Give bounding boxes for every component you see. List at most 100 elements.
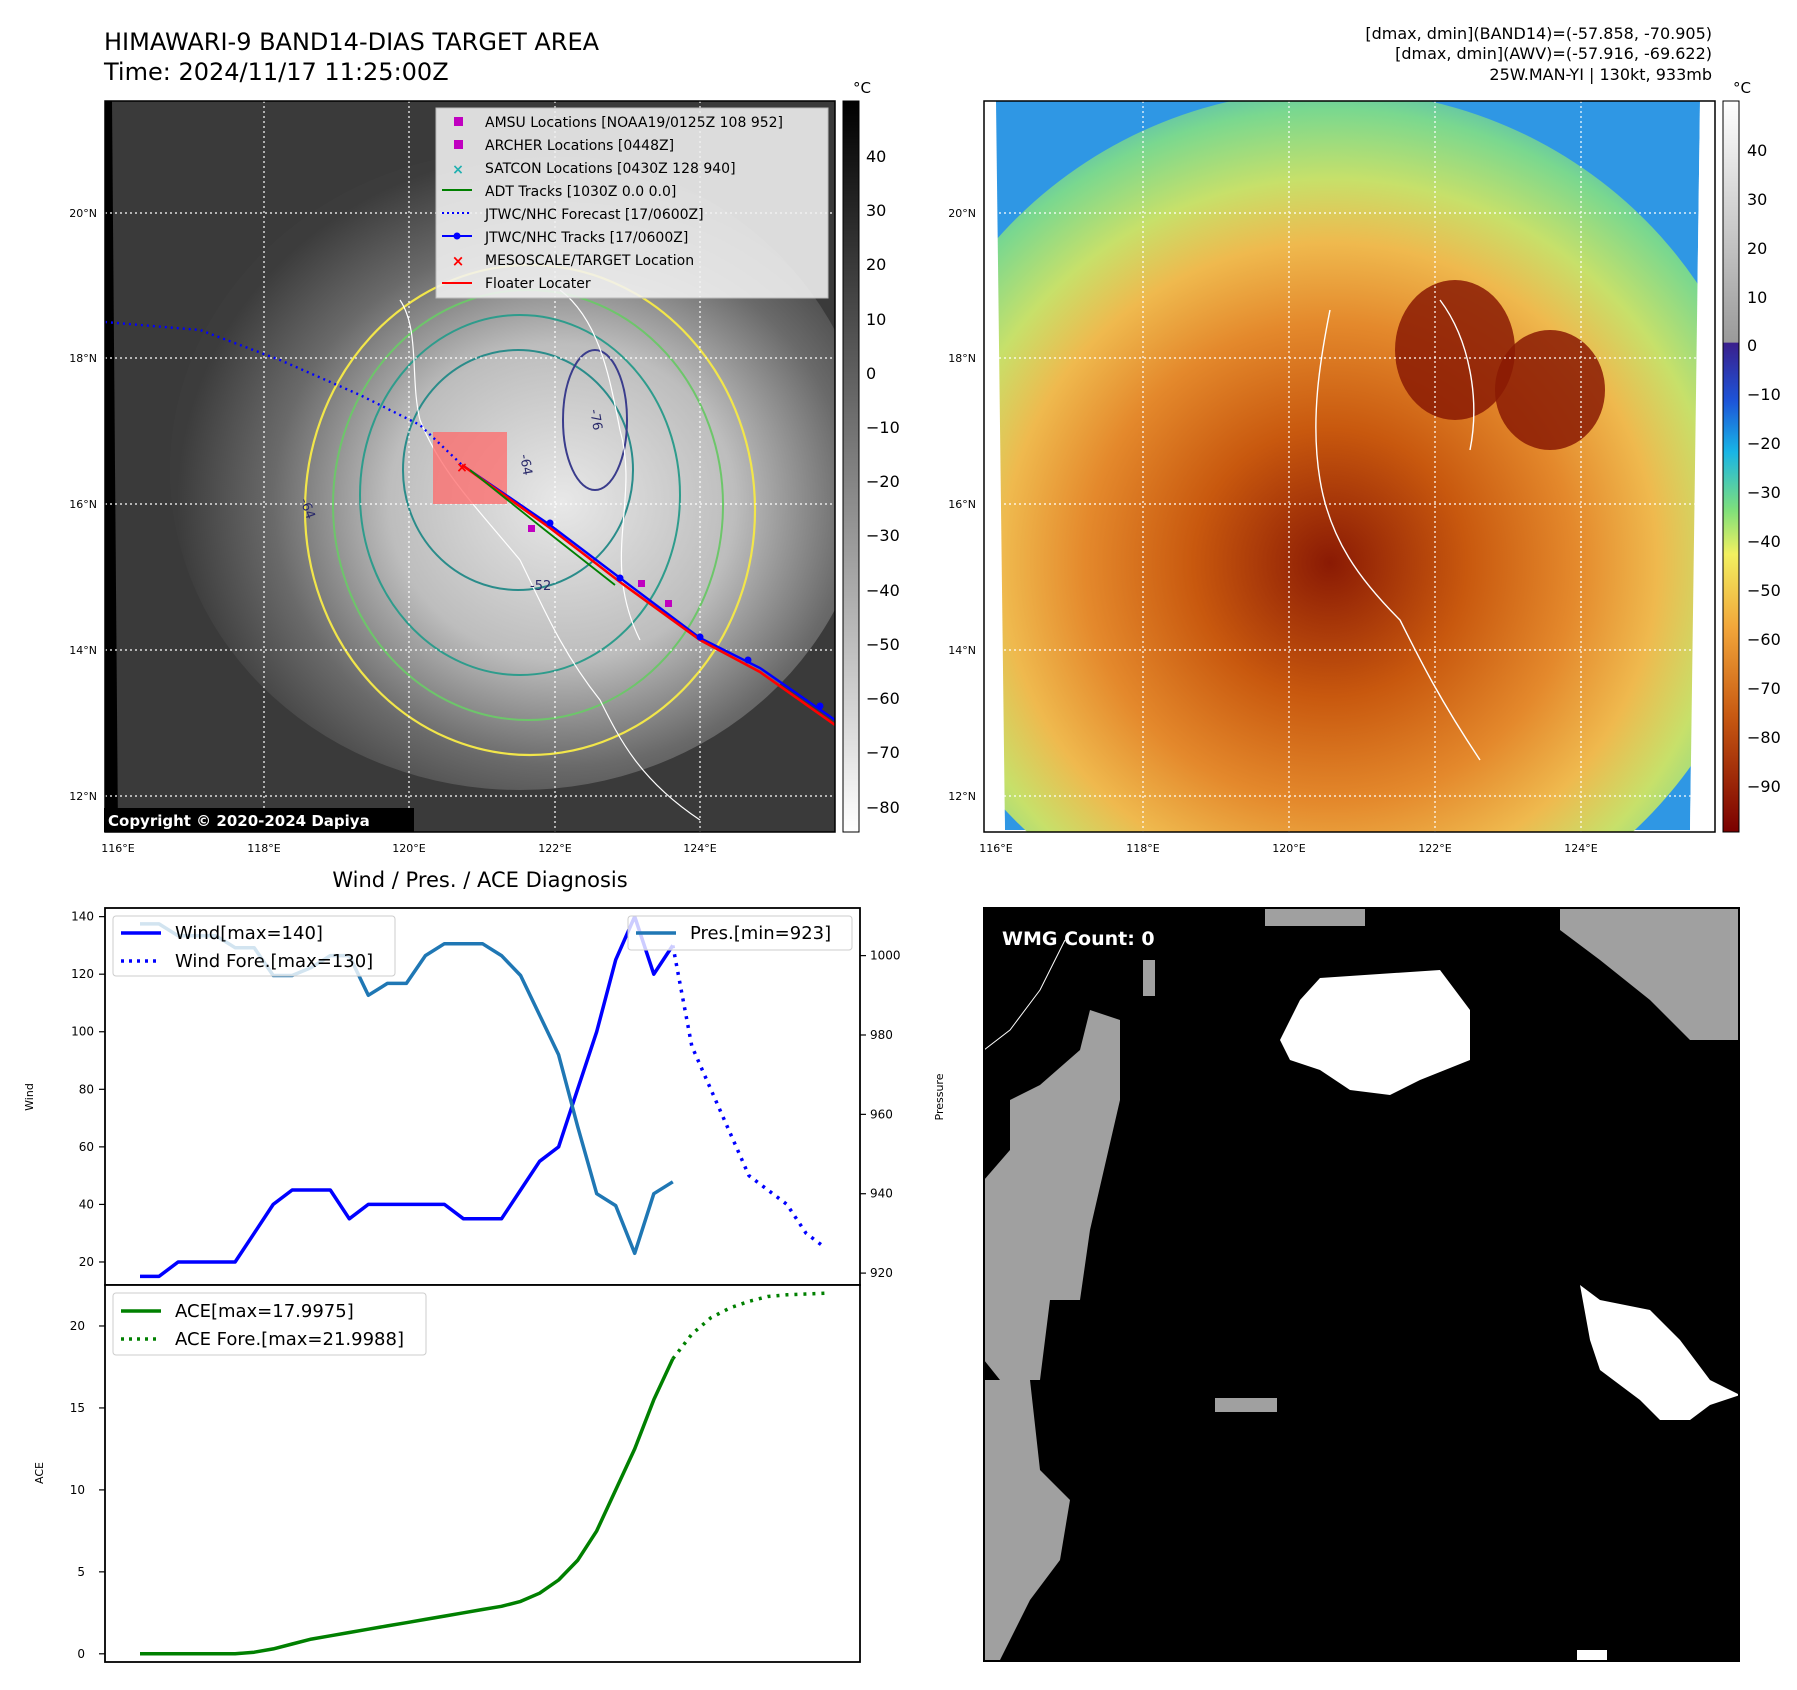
amsu-archer-points xyxy=(528,525,672,607)
wmg-cold-cloud-mask xyxy=(1280,970,1740,1660)
figure-time: Time: 2024/11/17 11:25:00Z xyxy=(103,58,449,86)
lat-label: 20°N xyxy=(69,207,97,220)
contour-label: -64 xyxy=(296,496,317,521)
legend-mesoscale: MESOSCALE/TARGET Location xyxy=(485,253,694,269)
awv-cbar-tick: −70 xyxy=(1747,679,1781,698)
coastline xyxy=(399,299,701,821)
ace-line xyxy=(140,1358,675,1656)
pressure-tick-label: 1000 xyxy=(870,949,901,963)
copyright-box xyxy=(104,808,414,832)
ir-map-frame xyxy=(104,100,836,833)
lat-label: 12°N xyxy=(948,790,976,803)
lon-label: 124°E xyxy=(683,842,716,855)
pressure-tick-label: 980 xyxy=(870,1028,893,1042)
legend-adt: ADT Tracks [1030Z 0.0 0.0] xyxy=(485,184,676,200)
awv-colorbar xyxy=(1722,100,1740,833)
legend-archer: ARCHER Locations [0448Z] xyxy=(485,138,674,154)
ir-cbar-tick: −30 xyxy=(866,526,900,545)
awv-cbar-tick: −40 xyxy=(1747,532,1781,551)
pressure-tick-label: 940 xyxy=(870,1187,893,1201)
wind-tick-label: 40 xyxy=(79,1197,94,1211)
wind-fore-line xyxy=(671,945,827,1249)
storm-color-field xyxy=(984,101,1715,832)
ir-cbar-tick: 40 xyxy=(866,147,886,166)
wind-line xyxy=(140,915,637,1279)
wmg-panel: WMG Count: 0 xyxy=(983,907,1740,1662)
lat-label: 18°N xyxy=(948,352,976,365)
ace-axis-label: ACE xyxy=(33,1462,46,1484)
ir-cbar-tick: 10 xyxy=(866,310,886,329)
awv-cbar-tick: −90 xyxy=(1747,777,1781,796)
wmg-land-mask xyxy=(984,908,1739,1661)
awv-cbar-tick: 30 xyxy=(1747,190,1767,209)
ace-legend-label: ACE[max=17.9975] xyxy=(175,1301,354,1322)
lat-label: 16°N xyxy=(69,498,97,511)
ir-gridlines xyxy=(105,101,835,832)
wind-tick-label: 100 xyxy=(71,1025,94,1039)
satcon-marker: × xyxy=(452,162,464,178)
cold-cloud-tops xyxy=(1495,330,1605,450)
wind-tick-label: 60 xyxy=(79,1140,94,1154)
awv-cbar-tick: −20 xyxy=(1747,434,1781,453)
lon-label: 118°E xyxy=(1126,842,1159,855)
wmg-coastline xyxy=(983,939,1066,1051)
awv-cbar-tick: −80 xyxy=(1747,728,1781,747)
storm-info: 25W.MAN-YI | 130kt, 933mb xyxy=(1489,65,1712,84)
lat-label: 14°N xyxy=(948,644,976,657)
awv-color-map: 20°N 18°N 16°N 14°N 12°N 116°E 118°E 120… xyxy=(948,79,1781,855)
diagnosis-charts: Wind / Pres. / ACE Diagnosis Wind Pressu… xyxy=(23,868,946,1663)
awv-cbar-tick: 0 xyxy=(1747,336,1757,355)
lat-label: 16°N xyxy=(948,498,976,511)
ir-colorbar xyxy=(842,100,860,833)
contour-label: -52 xyxy=(530,579,551,594)
lon-label: 116°E xyxy=(979,842,1012,855)
archer-marker xyxy=(454,140,463,149)
lat-label: 14°N xyxy=(69,644,97,657)
ace-series-group xyxy=(140,1291,826,1656)
awv-map-frame xyxy=(983,100,1716,833)
wind-tick-label: 140 xyxy=(71,910,94,924)
lon-label: 124°E xyxy=(1564,842,1597,855)
jtwc-forecast-track xyxy=(105,320,463,466)
ir-cbar-tick: −10 xyxy=(866,418,900,437)
wind-tick-label: 120 xyxy=(71,967,94,981)
lat-label: 12°N xyxy=(69,790,97,803)
lat-label: 18°N xyxy=(69,352,97,365)
adt-track xyxy=(469,469,616,586)
ir-cbar-tick: −20 xyxy=(866,472,900,491)
ace-fore-legend-label: ACE Fore.[max=21.9988] xyxy=(175,1329,404,1350)
legend-tracks: JTWC/NHC Tracks [17/0600Z] xyxy=(484,230,688,246)
awv-cbar-tick: 40 xyxy=(1747,141,1767,160)
coastline xyxy=(1315,299,1481,761)
awv-cbar-tick: −30 xyxy=(1747,483,1781,502)
lon-label: 120°E xyxy=(392,842,425,855)
copyright-text: Copyright © 2020-2024 Dapiya xyxy=(108,812,370,830)
ace-tick-label: 15 xyxy=(70,1401,85,1415)
ir-cbar-tick: −40 xyxy=(866,581,900,600)
jtwc-track-points xyxy=(546,519,824,710)
awv-cbar-tick: −50 xyxy=(1747,581,1781,600)
ir-cbar-tick: −70 xyxy=(866,743,900,762)
ace-ticks: 0 5 10 15 20 xyxy=(70,1319,105,1661)
jtwc-best-track xyxy=(461,464,835,721)
pressure-tick-label: 920 xyxy=(870,1266,893,1280)
awv-colorbar-unit: °C xyxy=(1733,79,1751,97)
wmg-frame xyxy=(983,907,1740,1662)
ir-map-legend: AMSU Locations [NOAA19/0125Z 108 952] AR… xyxy=(435,107,829,299)
ir-cbar-tick: 0 xyxy=(866,364,876,383)
contour-label: -76 xyxy=(586,408,604,432)
ace-tick-label: 5 xyxy=(77,1565,85,1579)
wind-fore-legend-label: Wind Fore.[max=130] xyxy=(175,951,373,972)
lon-label: 116°E xyxy=(101,842,134,855)
pressure-legend-label: Pres.[min=923] xyxy=(690,923,831,944)
awv-range: [dmax, dmin](AWV)=(-57.916, -69.622) xyxy=(1395,44,1712,63)
lon-label: 122°E xyxy=(538,842,571,855)
wind-legend: Wind[max=140] Wind Fore.[max=130] xyxy=(112,915,396,977)
ir-cbar-tick: −50 xyxy=(866,635,900,654)
band14-range: [dmax, dmin](BAND14)=(-57.858, -70.905) xyxy=(1365,24,1712,43)
target-area-box xyxy=(433,432,507,504)
floater-locater-track xyxy=(461,463,835,727)
lat-label: 20°N xyxy=(948,207,976,220)
legend-satcon: SATCON Locations [0430Z 128 940] xyxy=(485,161,736,177)
